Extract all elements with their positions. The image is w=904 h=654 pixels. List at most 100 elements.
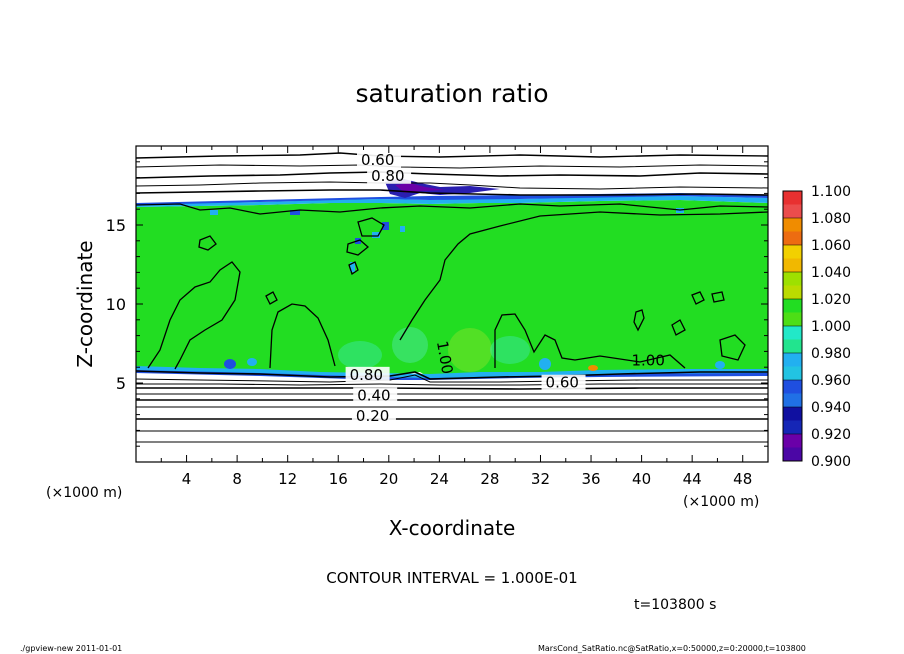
contour-label-bg	[367, 167, 412, 184]
contour-0.80	[135, 374, 768, 383]
contour-1.00-bottom	[135, 370, 768, 380]
colorbar-subband	[783, 393, 802, 407]
contour-closed	[691, 291, 705, 305]
contour-label: 0.60	[361, 151, 394, 169]
colorbar-swatch	[783, 245, 802, 272]
colorbar-subband	[783, 258, 802, 272]
colorbar-label: 1.020	[811, 292, 851, 308]
colorbar-subband	[783, 231, 802, 245]
contour-upper-1	[135, 152, 769, 159]
colorbar-subband	[783, 285, 802, 299]
contour-closed	[633, 309, 645, 332]
x-unit-label: (×1000 m)	[683, 494, 759, 510]
colorbar-label: 1.060	[811, 238, 851, 254]
blue-spot	[224, 359, 236, 369]
y-axis-label: Z-coordinate	[73, 240, 97, 367]
x-axis-label: X-coordinate	[389, 516, 516, 540]
upper-edge-band	[136, 196, 768, 207]
colorbar-subband	[783, 366, 802, 380]
plot-area: 0.600.801.00 1.000.80 0.600.400.20 4 8 12 16 2…	[106, 145, 769, 488]
colorbar: 0.900 0.920 0.940 0.960 0.980 1.000 1.020 1.040…	[782, 184, 851, 470]
x-tick-label: 16	[329, 470, 348, 488]
contour-label: 1.00	[631, 352, 664, 370]
colorbar-swatch	[783, 326, 802, 353]
y-tick-label: 5	[116, 374, 126, 393]
colorbar-subband	[783, 204, 802, 218]
contour-1.00-left	[147, 261, 241, 370]
contour-label-bg	[541, 374, 586, 391]
contour-label: 0.40	[357, 386, 390, 404]
contour-closed	[671, 319, 686, 336]
contour-0.70	[136, 383, 768, 386]
contour-label: 0.80	[350, 366, 383, 384]
contour-closed	[198, 235, 217, 251]
contour-labels: 0.600.801.00 1.000.80 0.600.400.20	[345, 151, 665, 425]
colorbar-label: 0.920	[811, 427, 851, 443]
y-tick-label: 15	[106, 216, 126, 235]
x-tick-label: 4	[182, 470, 192, 488]
contour-closed	[265, 291, 278, 305]
colorbar-subband	[783, 312, 802, 326]
x-tick-label: 44	[683, 470, 702, 488]
colorbar-label: 1.100	[811, 184, 851, 200]
colorbar-swatch	[783, 380, 802, 407]
y-unit-label: (×1000 m)	[46, 485, 122, 501]
x-tick-label: 48	[733, 470, 752, 488]
colorbar-swatch	[783, 434, 802, 461]
contour-0.80-top	[135, 181, 769, 190]
patch-light	[338, 341, 382, 369]
contour-interval-note: CONTOUR INTERVAL = 1.000E-01	[326, 569, 577, 587]
contour-closed	[719, 334, 746, 361]
colorbar-swatch	[783, 218, 802, 245]
footer-right-note: MarsCond_SatRatio.nc@SatRatio,x=0:50000,…	[538, 644, 806, 653]
contour-upper-2	[135, 164, 769, 169]
colorbar-label: 0.940	[811, 400, 851, 416]
colorbar-swatch	[783, 407, 802, 434]
contour-closed	[711, 291, 725, 303]
patch-light	[392, 327, 428, 363]
lower-contours	[135, 370, 768, 443]
contour-0.60	[136, 387, 768, 390]
purple-core	[395, 183, 445, 193]
x-tick-label: 8	[232, 470, 242, 488]
x-tick-label: 36	[581, 470, 600, 488]
footer-left-note: ./gpview-new 2011-01-01	[20, 644, 122, 653]
contour-label: 0.80	[371, 167, 404, 185]
x-tick-label: 32	[531, 470, 550, 488]
contour-label-bg	[345, 366, 390, 383]
x-tick-label: 12	[278, 470, 297, 488]
colorbar-swatch	[783, 272, 802, 299]
colorbar-swatch	[783, 299, 802, 326]
chart-title: saturation ratio	[355, 79, 548, 108]
colorbar-swatch	[783, 353, 802, 380]
x-tick-label: 24	[430, 470, 449, 488]
x-tick-label: 40	[632, 470, 651, 488]
time-label: t=103800 s	[634, 597, 716, 613]
blue-spot	[715, 361, 725, 369]
colorbar-label: 1.000	[811, 319, 851, 335]
contour-label-bg	[351, 407, 396, 424]
x-tick-label: 28	[480, 470, 499, 488]
saturated-field	[136, 200, 768, 378]
contour-closed	[346, 239, 370, 256]
contour-label: 0.20	[356, 407, 389, 425]
contour-1.00-mid	[269, 303, 336, 369]
contour-1.00-top	[135, 189, 769, 196]
contour-1.00-center	[399, 211, 769, 341]
contour-closed	[348, 261, 359, 276]
upper-edge-blue	[136, 193, 768, 205]
patch-light	[490, 336, 530, 364]
y-axis: 5 10 15	[106, 161, 768, 447]
contour-1.00-right	[494, 313, 686, 369]
field-contours	[135, 203, 769, 370]
contour-top-fringe	[135, 203, 769, 215]
y-tick-label: 10	[106, 295, 126, 314]
colorbar-label: 1.040	[811, 265, 851, 281]
contour-label: 1.00	[433, 339, 457, 375]
colorbar-subband	[783, 339, 802, 353]
orange-spot	[588, 365, 598, 371]
patch-light	[448, 328, 492, 372]
lower-edge-band	[136, 366, 768, 379]
contour-label-bg	[356, 151, 401, 168]
